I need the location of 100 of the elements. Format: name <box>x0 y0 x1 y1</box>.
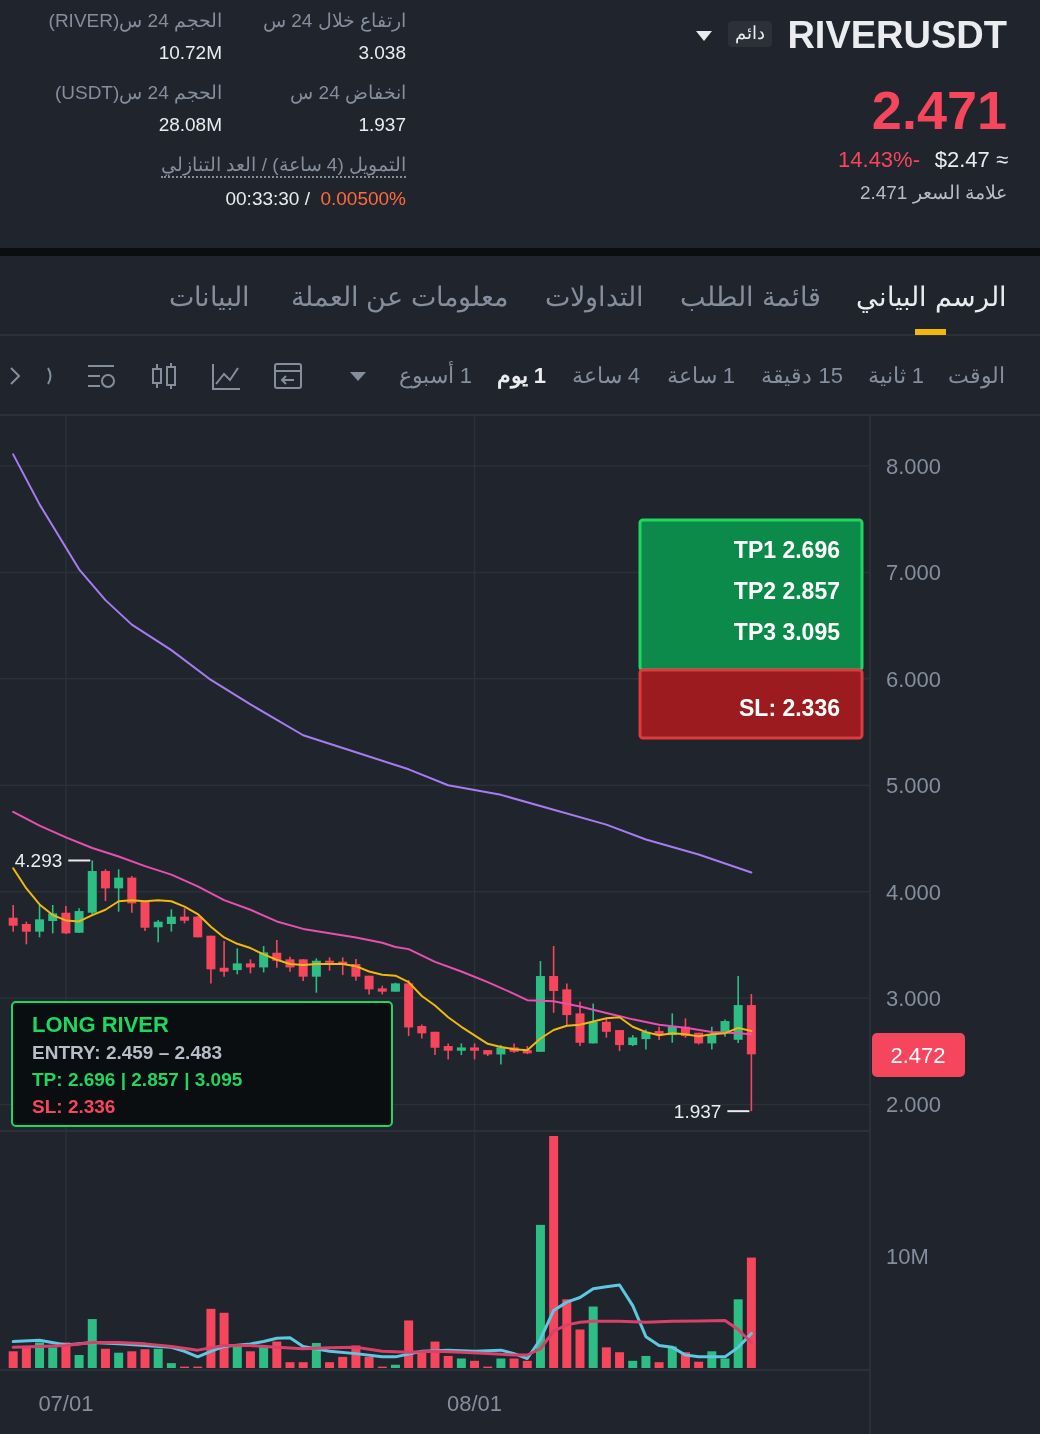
bar <box>522 1360 532 1368</box>
text: البيانات <box>169 280 250 314</box>
text: 10M <box>886 1244 929 1269</box>
candlestick <box>74 907 84 934</box>
bar <box>588 1306 598 1368</box>
annotation: SL: 2.336 <box>32 1096 116 1117</box>
text: 14.43%- <box>838 146 920 174</box>
bar <box>390 1364 400 1368</box>
y-tick-label: 5.000 <box>886 773 942 799</box>
line-series <box>12 810 753 1036</box>
text: 15 دقيقة <box>761 362 843 390</box>
annotation: TP: 2.696 | 2.857 | 3.095 <box>32 1069 243 1090</box>
annotation: 4.293 <box>14 850 63 872</box>
bar <box>114 1352 124 1368</box>
candlestick <box>100 868 110 902</box>
text: 1 يوم <box>496 362 546 390</box>
text: الوقت <box>948 362 1005 390</box>
annotation: TP1 2.696 <box>733 537 840 563</box>
text: دائم <box>728 21 772 47</box>
candlestick <box>601 1017 611 1039</box>
text: علامة السعر 2.471 <box>859 181 1007 205</box>
text: 1 ساعة <box>666 362 735 390</box>
candlestick <box>35 904 45 939</box>
y-tick-label: 2.000 <box>886 1092 942 1118</box>
bar <box>285 1362 295 1368</box>
candlestick <box>615 1029 625 1052</box>
x-tick-label: 08/01 <box>447 1391 503 1416</box>
bar <box>496 1358 506 1368</box>
bar <box>549 1136 559 1368</box>
bar <box>615 1352 625 1368</box>
bar <box>87 1319 97 1368</box>
bar <box>404 1320 414 1368</box>
candlestick <box>21 920 31 946</box>
bar <box>601 1347 611 1368</box>
annotation: TP2 2.857 <box>733 578 840 604</box>
bar <box>575 1329 585 1368</box>
bar <box>48 1347 58 1368</box>
bar <box>654 1362 664 1368</box>
y-tick-label: 8.000 <box>886 454 942 480</box>
text: $2.47 ≈ <box>934 146 1008 174</box>
text: 4 ساعة <box>571 362 640 390</box>
y-tick-label: 3.000 <box>886 986 942 1012</box>
text: 28.08M <box>158 113 222 137</box>
text: 1 أسبوع <box>398 362 472 390</box>
text: انخفاض 24 س <box>290 81 406 105</box>
annotation: 1.937 <box>673 1101 722 1123</box>
bar <box>21 1347 31 1368</box>
annotation: ENTRY: 2.459 – 2.483 <box>32 1042 223 1063</box>
bar <box>140 1349 150 1368</box>
candlestick <box>166 908 176 933</box>
bar <box>746 1257 756 1368</box>
bar <box>628 1360 638 1368</box>
bar <box>166 1363 176 1368</box>
candlestick <box>588 1002 598 1045</box>
bar <box>470 1360 480 1368</box>
text: RIVERUSDT <box>787 13 1007 59</box>
bar <box>509 1358 519 1368</box>
y-tick-label: 7.000 <box>886 560 942 586</box>
bar <box>298 1362 308 1368</box>
text: 1 ثانية <box>867 362 924 390</box>
text: 10.72M <box>158 41 222 65</box>
bar <box>364 1356 374 1368</box>
bar <box>720 1358 730 1368</box>
text: 2.471 <box>871 78 1007 142</box>
bar <box>325 1362 335 1368</box>
text: الحجم 24 س(RIVER) <box>48 9 222 33</box>
text: 2.472 <box>890 1043 946 1068</box>
bar <box>443 1355 453 1368</box>
text: الرسم البياني <box>856 280 1007 314</box>
annotation: TP3 3.095 <box>733 619 841 645</box>
candlestick <box>114 868 124 913</box>
bar <box>74 1355 84 1368</box>
annotation: SL: 2.336 <box>739 695 840 721</box>
text: التمويل (4 ساعة) / العد التنازلي <box>161 153 406 179</box>
bar <box>100 1348 110 1368</box>
candlestick <box>219 940 229 978</box>
y-tick-label: 6.000 <box>886 666 942 692</box>
text: قائمة الطلب <box>680 280 821 314</box>
candlestick <box>549 945 559 1014</box>
bar <box>219 1312 229 1368</box>
candlestick <box>232 947 242 976</box>
text: 1.937 <box>358 113 406 137</box>
bar <box>245 1351 255 1368</box>
bar <box>338 1356 348 1368</box>
text: ارتفاع خلال 24 س <box>263 9 406 33</box>
bar <box>232 1346 242 1368</box>
bar <box>456 1358 466 1368</box>
bar <box>8 1351 18 1368</box>
bar <box>127 1351 137 1368</box>
text: 0.00500% <box>320 187 406 211</box>
text: 00:33:30 / <box>225 187 310 211</box>
y-tick-label: 4.000 <box>886 879 942 905</box>
bar <box>153 1348 163 1368</box>
bar <box>535 1224 545 1368</box>
candlestick <box>8 904 18 933</box>
text: 3.038 <box>358 41 406 65</box>
text: معلومات عن العملة <box>290 280 508 314</box>
annotation: LONG RIVER <box>32 1012 170 1037</box>
bar <box>694 1361 704 1368</box>
text: التداولات <box>545 280 644 314</box>
